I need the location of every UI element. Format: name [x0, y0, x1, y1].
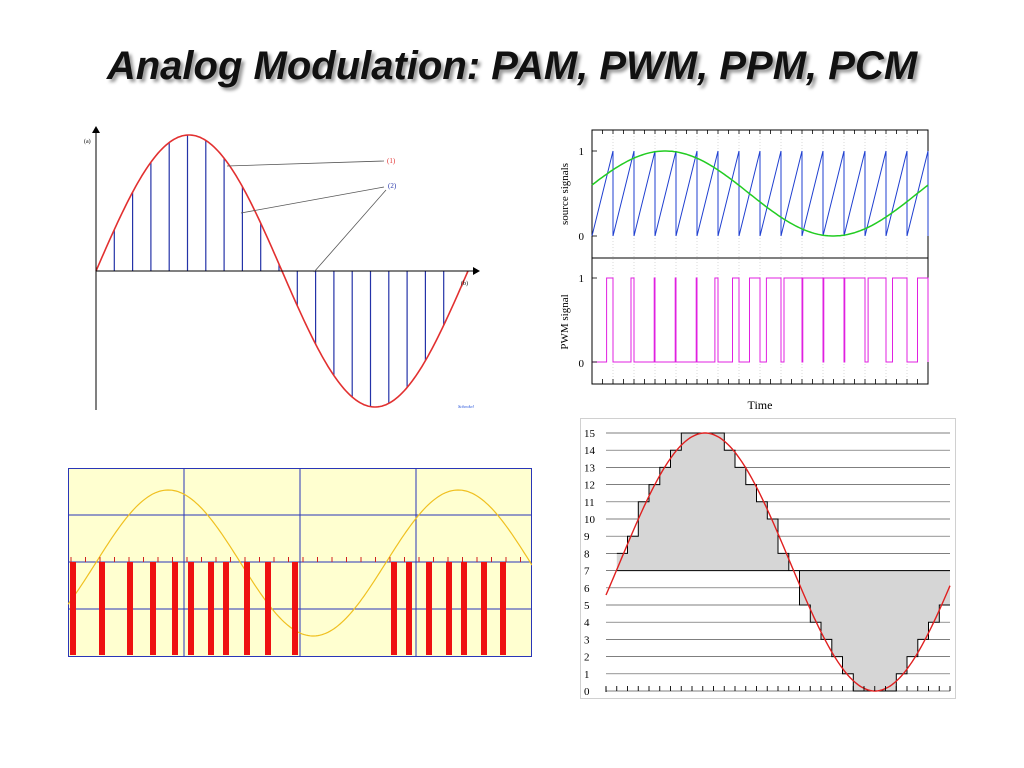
ppm-pulse	[127, 562, 133, 655]
pcm-y-tick-label: 4	[584, 617, 590, 629]
pcm-y-tick-label: 6	[584, 583, 590, 595]
pcm-y-tick-label: 15	[584, 428, 596, 440]
pam-figure: (a) (b) (1) (2) Scheckel	[84, 126, 480, 410]
pwm-top-ylabel: source signals	[559, 163, 571, 225]
ppm-figure	[68, 468, 532, 657]
pcm-y-tick-label: 8	[584, 548, 590, 560]
ppm-sine-wave	[68, 489, 532, 637]
pcm-y-tick-label: 3	[584, 634, 590, 646]
pcm-y-tick-label: 2	[584, 652, 590, 664]
pcm-y-tick-label: 1	[584, 669, 590, 681]
ppm-pulse	[446, 562, 452, 655]
ppm-pulse	[99, 562, 105, 655]
ppm-pulse	[500, 562, 506, 655]
pwm-sawtooth-wave	[591, 150, 929, 237]
ppm-pulse	[426, 562, 432, 655]
pwm-top-tick-1: 1	[579, 146, 585, 158]
ppm-pulse	[188, 562, 194, 655]
ppm-ticks	[70, 557, 521, 562]
pam-callout-2-line-a	[240, 186, 385, 214]
pam-samples	[113, 135, 445, 407]
pcm-y-tick-label: 7	[584, 566, 590, 578]
ppm-pulse	[292, 562, 298, 655]
ppm-pulse	[208, 562, 214, 655]
pam-label-a: (a)	[84, 138, 91, 145]
pwm-output-wave	[592, 277, 929, 363]
pam-y-axis-arrow	[92, 126, 100, 133]
ppm-pulse	[406, 562, 412, 655]
slide-title: Analog Modulation: PAM, PWM, PPM, PCM	[106, 44, 918, 88]
ppm-pulse	[172, 562, 178, 655]
ppm-pulse	[244, 562, 250, 655]
pam-signature: Scheckel	[458, 404, 474, 409]
ppm-pulse	[461, 562, 467, 655]
ppm-pulse	[391, 562, 397, 655]
pam-callout-2: (2)	[388, 182, 397, 190]
pcm-x-ticks	[605, 686, 951, 692]
pam-callout-1-line	[226, 160, 385, 167]
pcm-y-tick-label: 13	[584, 462, 596, 474]
pcm-y-tick-label: 5	[584, 600, 590, 612]
ppm-pulse	[223, 562, 229, 655]
pwm-top-tick-0: 0	[579, 231, 585, 243]
ppm-pulse	[265, 562, 271, 655]
pcm-quantized-area	[616, 433, 950, 691]
pcm-y-tick-label: 12	[584, 480, 595, 492]
pwm-bottom-tick-1: 1	[579, 273, 585, 285]
pcm-y-tick-label: 14	[584, 445, 596, 457]
pam-callout-1: (1)	[387, 157, 396, 165]
pcm-y-tick-label: 11	[584, 497, 595, 509]
pwm-bottom-ylabel: PWM signal	[559, 294, 571, 349]
pcm-y-tick-label: 10	[584, 514, 596, 526]
ppm-pulse	[150, 562, 156, 655]
pcm-step-line	[616, 432, 950, 692]
pcm-y-tick-label: 0	[584, 686, 590, 698]
ppm-pulse	[481, 562, 487, 655]
pwm-sine-wave	[591, 150, 929, 237]
ppm-grid	[68, 468, 532, 657]
ppm-pulses	[70, 562, 506, 655]
pwm-axis-ticks	[591, 130, 929, 384]
pam-x-axis-arrow	[473, 267, 480, 275]
ppm-pulse	[70, 562, 76, 655]
pcm-y-tick-label: 9	[584, 531, 590, 543]
pam-label-b: (b)	[461, 280, 468, 287]
pwm-figure: 1 0 1 0 source signals PWM signal Time	[559, 129, 929, 412]
pcm-signal-curve	[605, 432, 951, 692]
pwm-bottom-tick-0: 0	[579, 358, 585, 370]
pam-callout-2-line-b	[313, 189, 387, 273]
pwm-xlabel: Time	[748, 398, 773, 412]
